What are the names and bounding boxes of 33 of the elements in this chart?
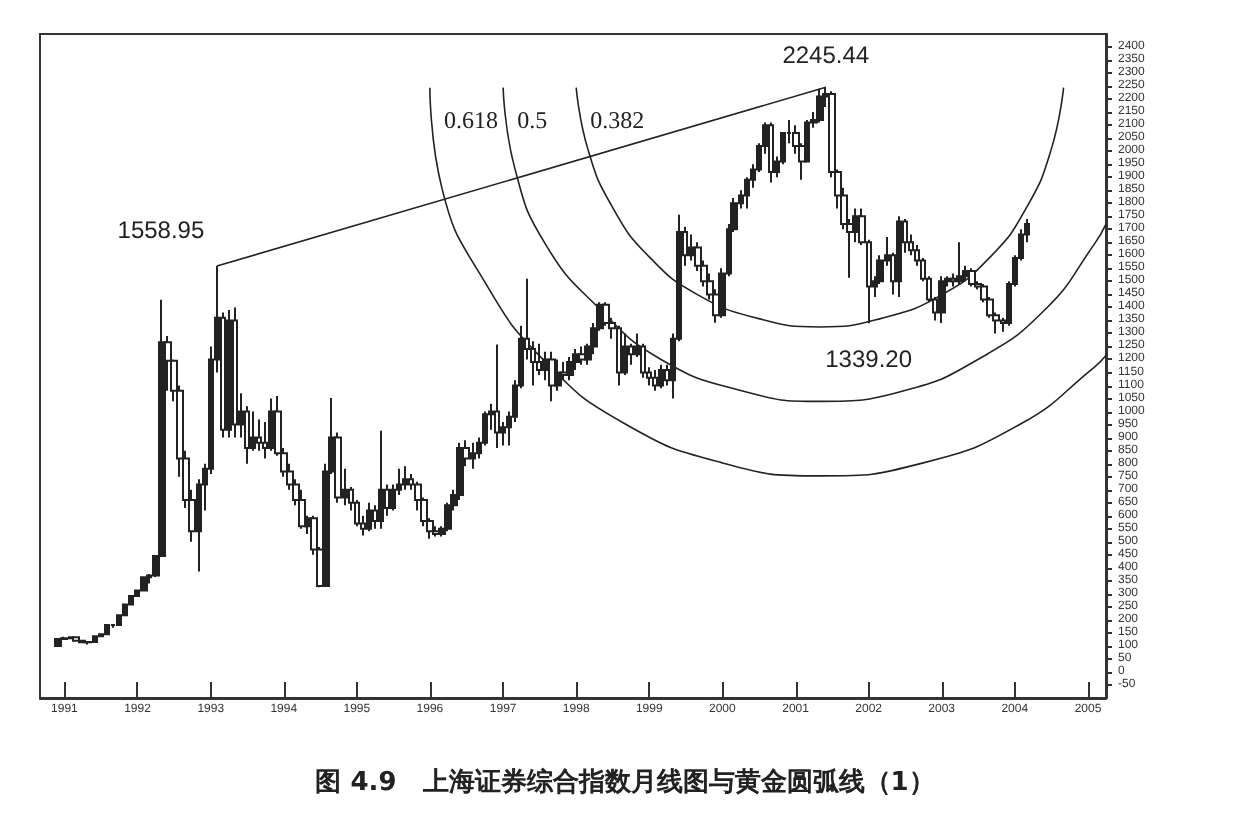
candlestick — [92, 635, 98, 644]
candlestick — [226, 309, 232, 439]
candlestick — [402, 465, 408, 491]
candlestick — [104, 623, 110, 636]
text: 图 4.9 上海证券综合指数月线图与黄金圆弧线（1） — [315, 766, 935, 798]
candlestick — [658, 363, 664, 390]
annotation: 1339.20 — [825, 345, 913, 374]
candlestick — [968, 267, 976, 288]
candlestick — [140, 575, 148, 592]
candlestick — [896, 215, 902, 298]
series-label: 0.618 — [443, 105, 498, 134]
annotation: 2245.44 — [782, 41, 870, 70]
candlestick — [60, 635, 68, 641]
candlestick — [54, 637, 62, 648]
candlestick — [956, 241, 964, 285]
candlestick — [366, 501, 372, 533]
series-label: 0.382 — [590, 105, 645, 134]
candlestick — [378, 429, 384, 530]
candlestick — [494, 343, 500, 450]
candlestick — [232, 306, 238, 439]
candlestick — [470, 441, 476, 470]
candlestick — [566, 355, 574, 382]
candlestick — [256, 418, 262, 452]
candlestick — [72, 636, 80, 642]
candlestick — [652, 368, 658, 392]
annotation: 1558.95 — [117, 216, 205, 245]
candlestick — [548, 350, 556, 403]
candlestick — [616, 324, 622, 387]
candlestick — [768, 121, 774, 184]
candlestick — [98, 632, 104, 638]
candlestick — [432, 525, 440, 538]
series-label: 0.5 — [517, 105, 548, 134]
candlestick — [578, 345, 586, 366]
